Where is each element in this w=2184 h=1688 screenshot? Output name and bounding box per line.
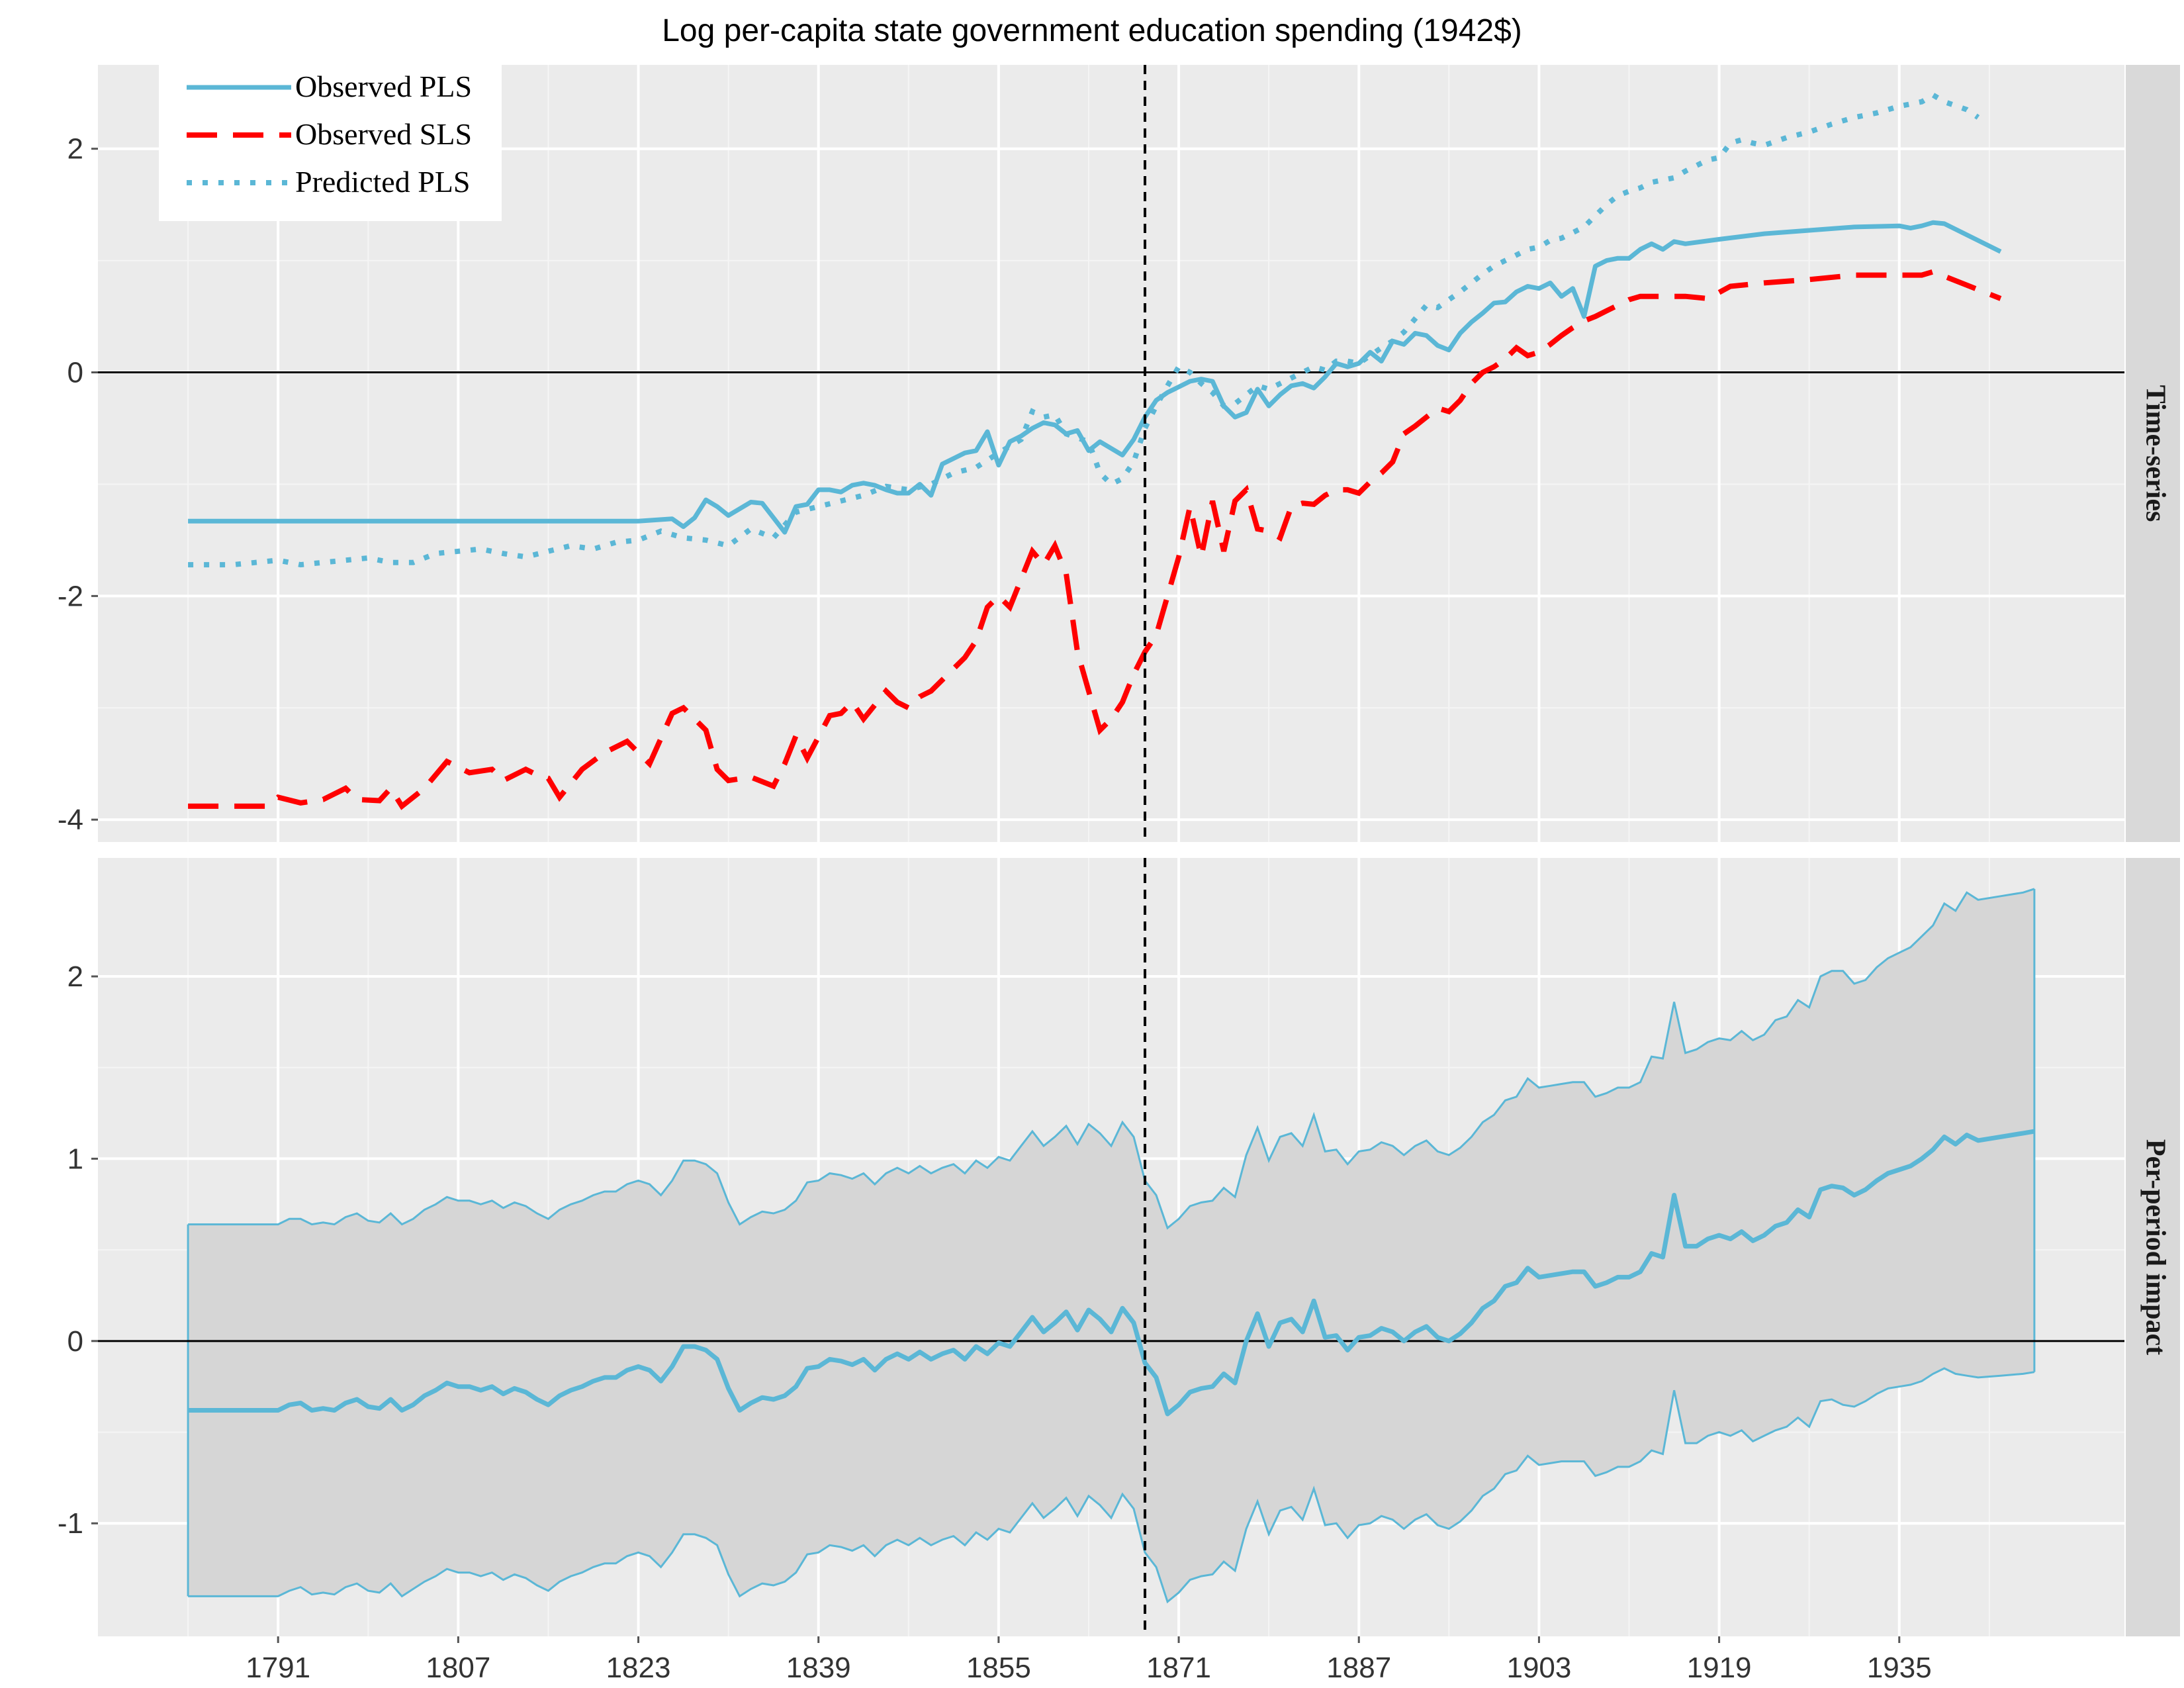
x-tick-label: 1919 <box>1687 1652 1752 1684</box>
x-tick-label: 1855 <box>966 1652 1031 1684</box>
y-tick-label: 0 <box>68 1325 83 1358</box>
y-tick-label: 0 <box>68 357 83 389</box>
facet-strip-label: Time-series <box>2140 385 2170 522</box>
y-tick-label: -4 <box>58 804 83 836</box>
y-tick-label: 2 <box>68 133 83 165</box>
y-tick-label: -1 <box>58 1507 83 1540</box>
series-impact <box>188 1129 2035 1417</box>
x-tick-label: 1887 <box>1326 1652 1391 1684</box>
series-predicted-pls <box>188 91 1980 568</box>
band-lower-line <box>188 1367 2035 1604</box>
x-tick-label: 1791 <box>246 1652 310 1684</box>
x-tick-label: 1823 <box>606 1652 671 1684</box>
y-tick-label: -2 <box>58 580 83 612</box>
x-tick-label: 1807 <box>426 1652 490 1684</box>
legend-label: Predicted PLS <box>295 165 470 199</box>
chart-title: Log per-capita state government educatio… <box>662 13 1522 48</box>
legend-box <box>159 65 502 221</box>
band-upper-line <box>188 888 2035 1230</box>
facet-strip-label: Per-period impact <box>2140 1139 2170 1355</box>
per-period-impact-panel: -1 0 1 2 Per-period impact <box>58 858 2180 1636</box>
x-tick-label: 1903 <box>1506 1652 1571 1684</box>
x-tick-label: 1871 <box>1146 1652 1211 1684</box>
legend-label: Observed SLS <box>295 117 472 151</box>
y-tick-label: 1 <box>68 1143 83 1175</box>
facet-strip <box>2126 858 2180 1636</box>
x-tick-label: 1839 <box>786 1652 851 1684</box>
facet-strip <box>2126 65 2180 842</box>
confidence-band <box>188 888 2034 1602</box>
legend: Observed PLS Observed SLS Predicted PLS <box>159 65 502 221</box>
y-tick-label: 2 <box>68 961 83 993</box>
x-tick-label: 1935 <box>1867 1652 1932 1684</box>
legend-label: Observed PLS <box>295 70 472 103</box>
series-observed-sls <box>188 269 2002 810</box>
series-observed-pls <box>188 220 2002 535</box>
x-axis: 1791 1807 1823 1839 1855 1871 1887 1903 1919 1935 <box>246 1636 1932 1684</box>
